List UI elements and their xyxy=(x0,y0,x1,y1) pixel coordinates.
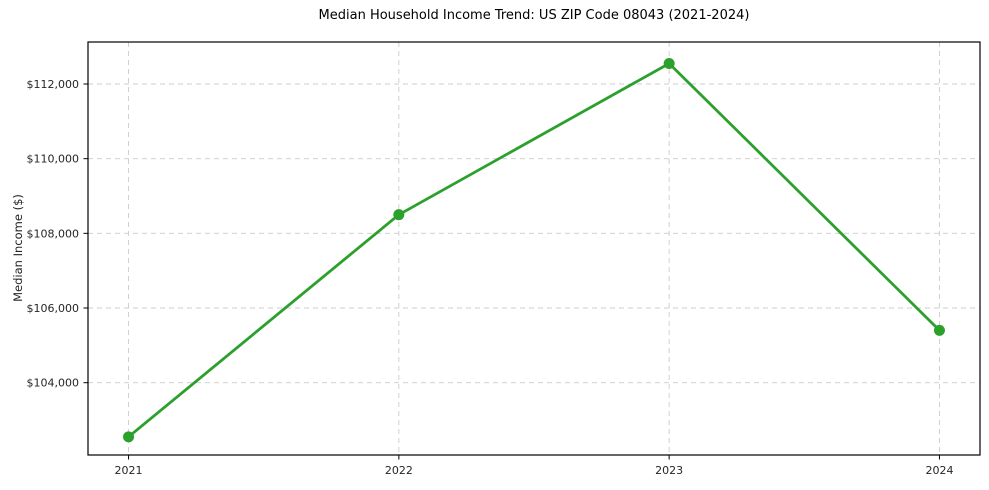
x-tick-label: 2022 xyxy=(385,464,413,477)
data-point xyxy=(393,209,405,221)
x-tick-label: 2023 xyxy=(655,464,683,477)
data-point xyxy=(663,57,675,69)
y-tick-label: $112,000 xyxy=(27,78,80,91)
data-line xyxy=(127,62,941,439)
y-tick-label: $106,000 xyxy=(27,302,80,315)
y-tick-label: $110,000 xyxy=(27,153,80,166)
chart-title: Median Household Income Trend: US ZIP Co… xyxy=(318,8,750,23)
x-tick-label: 2021 xyxy=(115,464,143,477)
data-point xyxy=(933,324,945,336)
y-tick-label: $108,000 xyxy=(27,227,80,240)
x-tick-label: 2024 xyxy=(925,464,953,477)
y-tick-label: $104,000 xyxy=(27,377,80,390)
data-point xyxy=(123,431,135,443)
plot-frame xyxy=(87,41,981,456)
